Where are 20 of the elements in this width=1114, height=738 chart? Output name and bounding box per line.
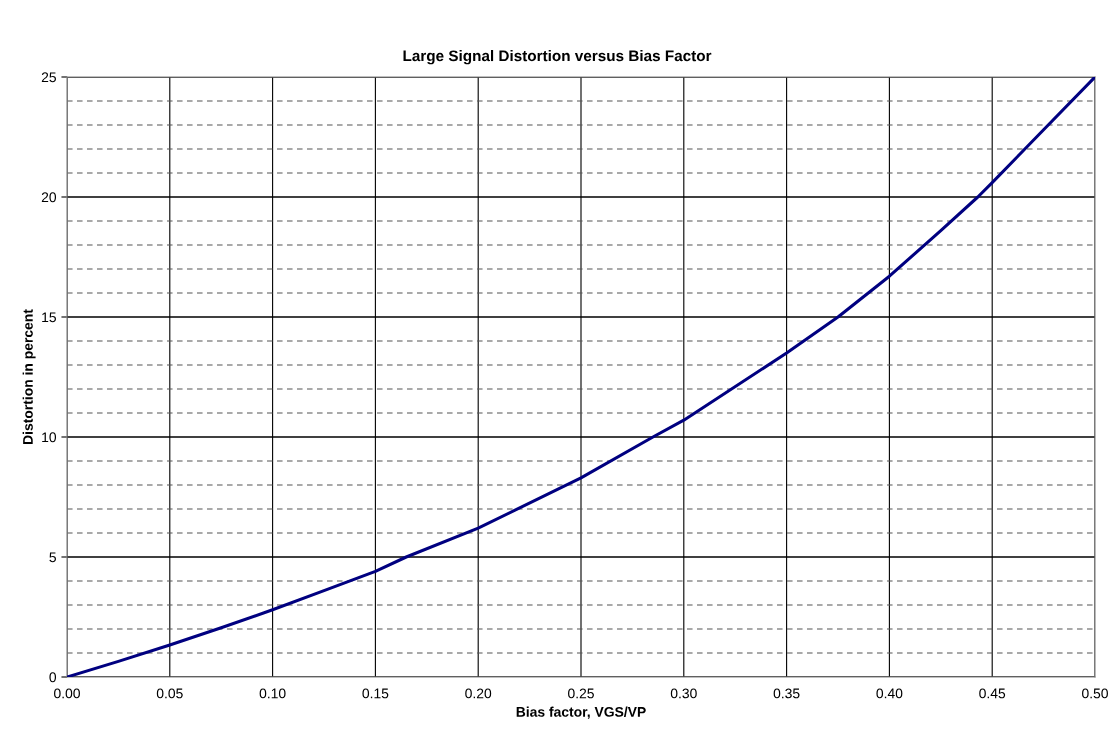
x-tick-label: 0.15 bbox=[362, 688, 389, 699]
x-tick-label: 0.50 bbox=[1082, 688, 1108, 699]
x-tick-label: 0.35 bbox=[773, 688, 800, 699]
y-tick-label: 15 bbox=[42, 312, 56, 323]
x-tick-label: 0.00 bbox=[54, 688, 80, 699]
y-tick-label: 10 bbox=[42, 432, 57, 443]
x-axis-title: Bias factor, VGS/VP bbox=[516, 706, 646, 719]
x-tick-label: 0.40 bbox=[876, 688, 903, 699]
y-tick-label: 5 bbox=[49, 552, 56, 563]
y-tick-label: 20 bbox=[41, 192, 57, 203]
y-tick-label: 0 bbox=[49, 672, 57, 683]
x-tick-label: 0.30 bbox=[670, 688, 697, 699]
x-tick-label: 0.45 bbox=[979, 688, 1006, 699]
x-tick-label: 0.20 bbox=[465, 688, 492, 699]
x-tick-label: 0.10 bbox=[259, 688, 286, 699]
chart-title: Large Signal Distortion versus Bias Factor bbox=[403, 50, 712, 65]
x-tick-label: 0.05 bbox=[156, 688, 183, 699]
x-tick-label: 0.25 bbox=[568, 688, 594, 699]
y-axis-title: Distortion in percent bbox=[22, 309, 36, 444]
y-tick-label: 25 bbox=[41, 72, 56, 83]
